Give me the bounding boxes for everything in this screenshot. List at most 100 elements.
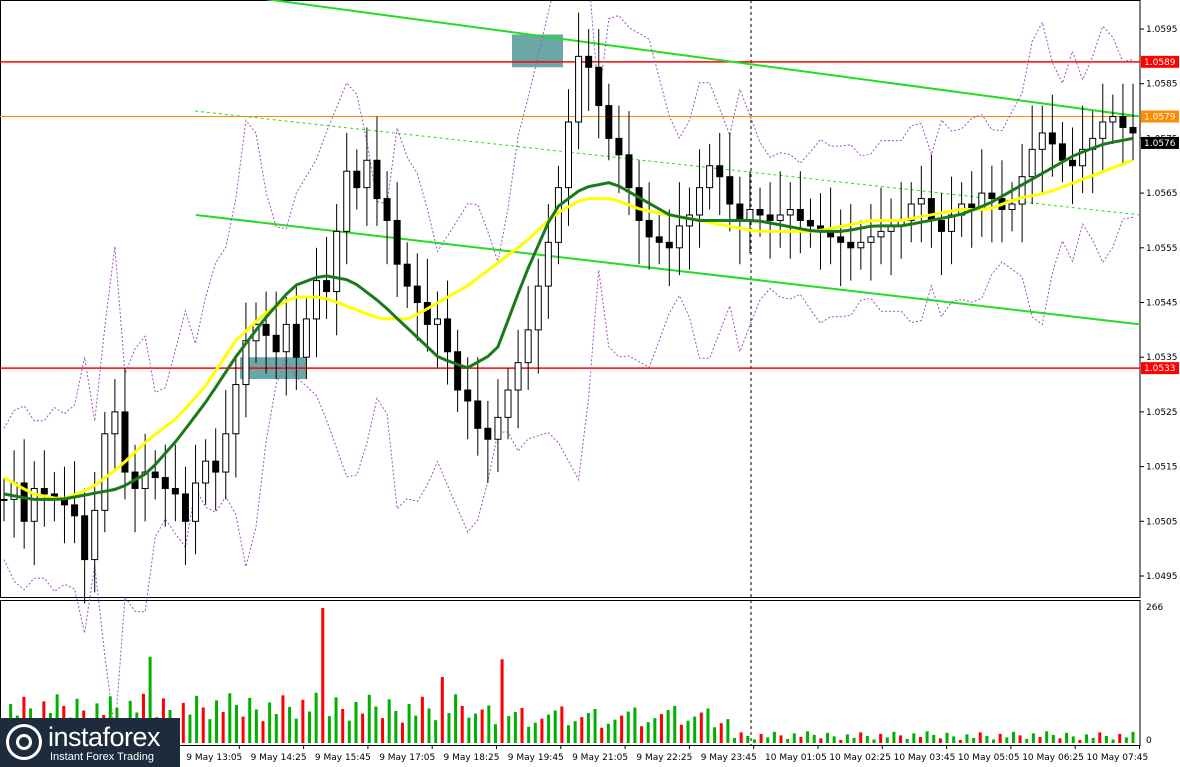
candle-body	[796, 209, 804, 221]
volume-bar	[493, 724, 497, 743]
time-axis-label: 9 May 15:45	[315, 753, 371, 763]
volume-bar	[918, 736, 922, 743]
candle-body	[272, 334, 280, 353]
volume-bar	[274, 714, 278, 743]
volume-bar	[819, 738, 823, 743]
price-level-label: 1.0533	[1144, 364, 1176, 374]
price-level-tag	[1141, 362, 1179, 375]
candle-body	[71, 504, 79, 517]
candle-body	[635, 187, 643, 221]
volume-bar	[985, 735, 989, 743]
candle-body	[454, 351, 462, 391]
price-tick-label: 1.0565	[1146, 189, 1178, 199]
candle-body	[111, 411, 119, 435]
volume-bar	[420, 696, 424, 743]
volume-bar	[1118, 733, 1122, 743]
candle-body	[786, 209, 794, 216]
volume-bar	[998, 733, 1002, 743]
price-tick-label: 1.0495	[1146, 572, 1178, 582]
candle-body	[837, 236, 845, 243]
volume-bar	[573, 721, 577, 743]
volume-bar	[772, 731, 776, 743]
candle-body	[121, 411, 129, 473]
volume-bar	[547, 714, 551, 743]
time-axis-label: 10 May 01:05	[765, 753, 827, 763]
volume-bar	[972, 737, 976, 743]
volume-bar	[1085, 734, 1089, 743]
time-axis-label: 10 May 05:05	[958, 753, 1020, 763]
price-level-tag	[1141, 110, 1179, 123]
candle-body	[363, 159, 371, 189]
brand-logo: instaforex Instant Forex Trading	[0, 718, 180, 767]
volume-bar	[454, 694, 458, 743]
candle-body	[81, 515, 89, 561]
volume-bar	[513, 712, 517, 743]
logo-brand-text: instaforex	[48, 722, 161, 752]
volume-bar	[812, 734, 816, 743]
ma-fast-line	[3, 136, 1134, 501]
candle-body	[444, 318, 452, 353]
candle-body	[353, 170, 361, 189]
volume-bar	[228, 693, 232, 743]
volume-bar	[792, 733, 796, 743]
volume-max-label: 266	[1146, 603, 1163, 613]
candle-body	[615, 137, 623, 156]
volume-bar	[945, 732, 949, 743]
volume-bar	[321, 608, 325, 743]
candle-body	[393, 219, 401, 265]
volume-bar	[261, 721, 265, 743]
candle-body	[171, 487, 179, 495]
candle-body	[917, 198, 925, 205]
volume-bar	[374, 706, 378, 743]
volume-bar	[806, 731, 810, 743]
volume-bar	[560, 706, 564, 743]
volume-bar	[520, 707, 524, 743]
volume-bar	[653, 718, 657, 743]
price-tick-label: 1.0595	[1146, 25, 1178, 35]
volume-bar	[932, 734, 936, 743]
volume-bar	[474, 713, 478, 743]
channel-lower-line	[195, 213, 1141, 326]
candle-body	[383, 198, 391, 221]
price-tick-label: 1.0505	[1146, 517, 1178, 527]
candle-body	[30, 487, 38, 522]
volume-bar	[367, 694, 371, 743]
volume-bar	[852, 737, 856, 743]
volume-bar	[447, 713, 451, 743]
candle-body	[655, 236, 663, 243]
volume-bar	[786, 738, 790, 743]
volume-bar	[752, 739, 756, 743]
volume-bar	[586, 713, 590, 743]
volume-bar	[766, 737, 770, 743]
volume-bar	[580, 717, 584, 743]
volume-bar	[905, 738, 909, 743]
candle-body	[373, 159, 381, 200]
volume-bar	[839, 739, 843, 743]
time-axis-label: 9 May 23:45	[701, 753, 757, 763]
volume-bar	[799, 736, 803, 743]
candle-body	[1119, 116, 1127, 128]
candle-body	[605, 105, 613, 139]
candle-body	[494, 416, 502, 440]
volume-bar	[952, 736, 956, 743]
time-axis-label: 10 May 02:25	[829, 753, 891, 763]
candle-body	[161, 477, 169, 489]
candle-body	[181, 493, 189, 522]
volume-bar	[307, 711, 311, 743]
price-tick-label: 1.0545	[1146, 299, 1178, 309]
candle-body	[534, 285, 542, 331]
candle-body	[464, 389, 472, 402]
candle-body	[746, 209, 754, 221]
volume-bar	[938, 738, 942, 743]
volume-bar	[1124, 737, 1128, 743]
volume-bar	[427, 708, 431, 743]
candle-body	[665, 241, 673, 249]
candle-body	[524, 329, 532, 364]
volume-bar	[181, 702, 185, 743]
price-tick-label: 1.0515	[1146, 463, 1178, 473]
candle-body	[1079, 148, 1087, 167]
volume-bar	[733, 737, 737, 743]
volume-bar	[215, 700, 219, 743]
candle-body	[736, 203, 744, 221]
candle-body	[514, 362, 522, 391]
